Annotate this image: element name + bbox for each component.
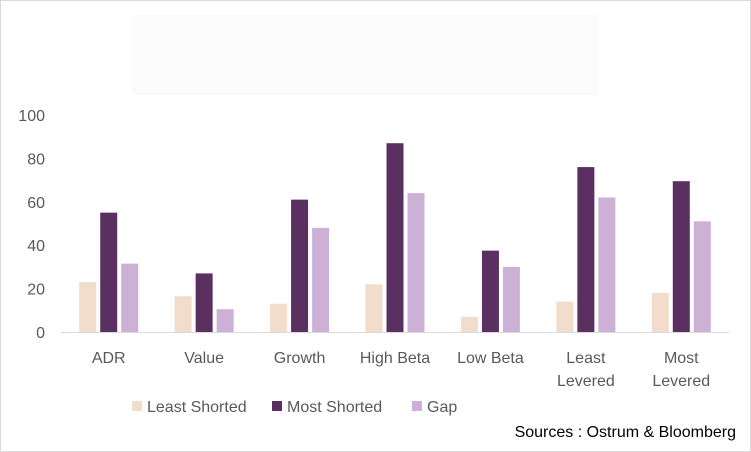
legend-entry: Gap xyxy=(427,399,457,416)
bar-gap xyxy=(407,193,425,332)
bar-least-shorted xyxy=(651,292,669,332)
x-tick-label: High Beta xyxy=(360,350,430,367)
bar-gap xyxy=(312,227,330,332)
bar-most-shorted xyxy=(672,181,690,332)
y-tick-label: 0 xyxy=(36,325,45,342)
x-tick-label: ADR xyxy=(92,350,126,367)
bar-gap xyxy=(121,263,139,332)
bar-most-shorted xyxy=(386,143,404,332)
bar-gap xyxy=(502,266,520,332)
chart-title-area xyxy=(132,15,598,95)
y-tick-label: 40 xyxy=(27,238,45,255)
x-tick-label: Most xyxy=(664,350,699,367)
y-tick-label: 60 xyxy=(27,195,45,212)
x-tick-label: Levered xyxy=(652,373,710,390)
bar-most-shorted xyxy=(577,167,595,332)
bar-least-shorted xyxy=(460,316,478,332)
bar-gap xyxy=(598,197,616,332)
y-tick-label: 80 xyxy=(27,151,45,168)
bar-most-shorted xyxy=(195,273,213,332)
legend-swatch xyxy=(132,401,142,411)
x-tick-label: Value xyxy=(184,350,224,367)
y-tick-label: 20 xyxy=(27,282,45,299)
x-tick-label: Growth xyxy=(274,350,326,367)
bar-most-shorted xyxy=(481,250,499,332)
x-tick-label: Levered xyxy=(557,373,615,390)
legend-entry: Most Shorted xyxy=(287,399,382,416)
bar-gap xyxy=(693,221,711,332)
bar-least-shorted xyxy=(270,303,288,332)
y-tick-label: 100 xyxy=(18,108,45,125)
bar-least-shorted xyxy=(174,296,192,332)
bar-least-shorted xyxy=(79,282,97,332)
x-tick-label: Low Beta xyxy=(457,350,524,367)
bar-least-shorted xyxy=(556,301,574,332)
bar-gap xyxy=(216,309,234,332)
bar-most-shorted xyxy=(100,212,118,332)
legend-entry: Least Shorted xyxy=(147,399,247,416)
bar-least-shorted xyxy=(365,284,383,332)
legend-swatch xyxy=(272,401,282,411)
source-note: Sources : Ostrum & Bloomberg xyxy=(514,424,736,441)
x-tick-label: Least xyxy=(566,350,606,367)
legend-swatch xyxy=(412,401,422,411)
bar-most-shorted xyxy=(291,199,309,332)
